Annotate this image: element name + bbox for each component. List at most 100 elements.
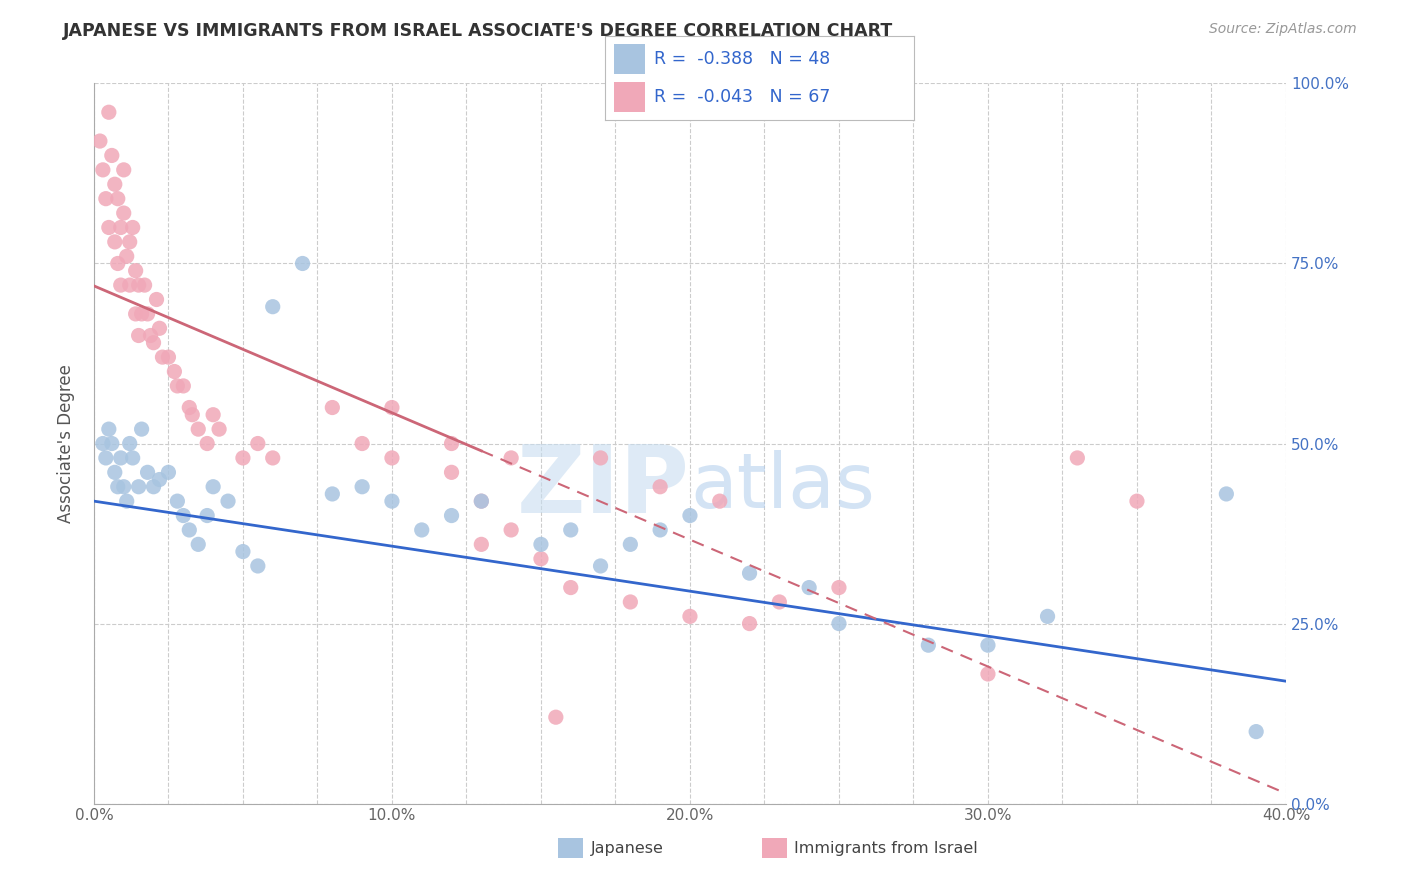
Point <box>97 105 120 120</box>
Point <box>136 307 159 321</box>
Point <box>110 450 132 465</box>
Point <box>91 162 114 177</box>
Point <box>246 436 269 450</box>
Point <box>1066 450 1088 465</box>
Point <box>101 436 124 450</box>
Point <box>217 494 239 508</box>
Point <box>828 616 851 631</box>
Point <box>101 148 124 162</box>
Text: R =  -0.043   N = 67: R = -0.043 N = 67 <box>654 87 831 105</box>
Point <box>232 544 254 558</box>
Point <box>246 558 269 573</box>
Point <box>112 480 135 494</box>
Point <box>121 450 143 465</box>
Point <box>560 523 582 537</box>
Point <box>97 422 120 436</box>
Point <box>470 494 492 508</box>
Point <box>187 422 209 436</box>
Point <box>128 328 150 343</box>
Point <box>619 537 641 551</box>
Point <box>107 256 129 270</box>
Point <box>107 192 129 206</box>
Point <box>172 379 194 393</box>
Point <box>157 466 180 480</box>
Point <box>202 480 225 494</box>
Point <box>470 537 492 551</box>
Point <box>291 256 314 270</box>
Point <box>738 616 761 631</box>
Point <box>589 558 612 573</box>
Point <box>381 494 404 508</box>
Point <box>112 206 135 220</box>
Point <box>118 235 141 249</box>
Point <box>121 220 143 235</box>
Point <box>1244 724 1267 739</box>
Point <box>179 523 201 537</box>
Point <box>134 278 156 293</box>
Point <box>381 401 404 415</box>
Point <box>977 638 1000 652</box>
Point <box>118 278 141 293</box>
Point <box>262 450 284 465</box>
Point <box>148 473 170 487</box>
Point <box>179 401 201 415</box>
Point <box>157 350 180 364</box>
Point <box>1126 494 1149 508</box>
Point <box>195 436 218 450</box>
Text: Japanese: Japanese <box>591 841 664 855</box>
Point <box>187 537 209 551</box>
Text: atlas: atlas <box>690 450 875 524</box>
Point <box>107 480 129 494</box>
Point <box>104 178 127 192</box>
Point <box>321 401 343 415</box>
Point <box>136 466 159 480</box>
Point <box>104 235 127 249</box>
Point <box>440 466 463 480</box>
Point <box>650 480 672 494</box>
Point <box>352 480 374 494</box>
Point <box>501 523 523 537</box>
Point <box>352 436 374 450</box>
Point <box>172 508 194 523</box>
Point <box>1215 487 1237 501</box>
Point <box>124 307 146 321</box>
Point <box>128 480 150 494</box>
Point <box>131 307 153 321</box>
Point <box>530 537 553 551</box>
Text: JAPANESE VS IMMIGRANTS FROM ISRAEL ASSOCIATE'S DEGREE CORRELATION CHART: JAPANESE VS IMMIGRANTS FROM ISRAEL ASSOC… <box>63 22 894 40</box>
Point <box>181 408 204 422</box>
Point <box>440 508 463 523</box>
Point <box>208 422 231 436</box>
Point <box>440 436 463 450</box>
Point <box>124 263 146 277</box>
Point <box>977 667 1000 681</box>
Point <box>679 609 702 624</box>
Point <box>589 450 612 465</box>
Point <box>650 523 672 537</box>
Point <box>470 494 492 508</box>
Point <box>679 508 702 523</box>
Point <box>139 328 162 343</box>
Point <box>530 551 553 566</box>
Point <box>411 523 433 537</box>
Point <box>166 379 188 393</box>
Point <box>797 581 820 595</box>
Text: R =  -0.388   N = 48: R = -0.388 N = 48 <box>654 50 831 68</box>
Point <box>321 487 343 501</box>
Point <box>97 220 120 235</box>
Point <box>152 350 174 364</box>
Point <box>619 595 641 609</box>
Point <box>163 364 186 378</box>
Point <box>195 508 218 523</box>
Point <box>544 710 567 724</box>
Point <box>145 293 167 307</box>
Point <box>128 278 150 293</box>
Point <box>142 480 165 494</box>
Point <box>501 450 523 465</box>
Y-axis label: Associate's Degree: Associate's Degree <box>58 364 75 523</box>
Point <box>202 408 225 422</box>
Point <box>917 638 939 652</box>
Point <box>232 450 254 465</box>
Point <box>89 134 111 148</box>
Bar <box>614 82 645 112</box>
